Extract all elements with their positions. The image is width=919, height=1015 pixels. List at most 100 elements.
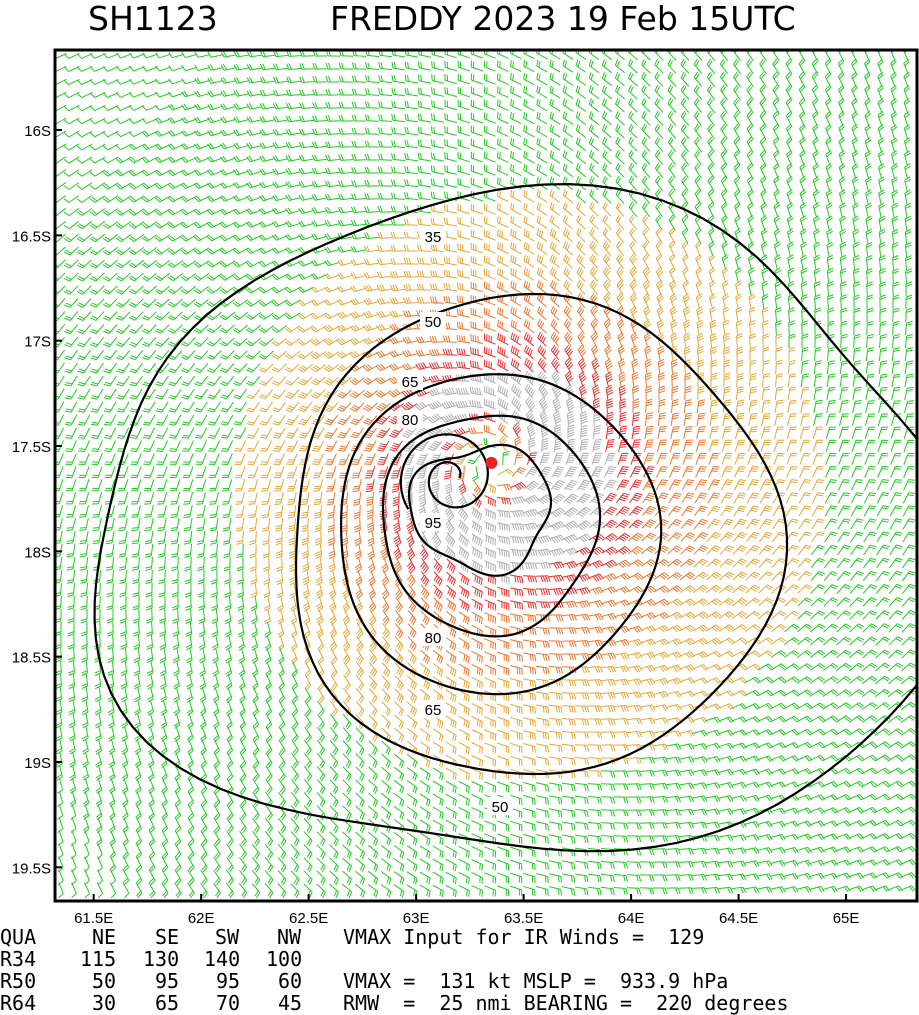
wind-barb [141, 285, 157, 295]
wind-barb [355, 857, 366, 872]
wind-barb [104, 440, 116, 452]
wind-barb [130, 440, 142, 452]
wind-barb [692, 821, 708, 829]
wind-barb [719, 558, 735, 568]
wind-barb [141, 169, 158, 177]
wind-barb [128, 234, 145, 242]
wind-barb [510, 189, 522, 203]
wind-barb [289, 556, 297, 572]
wind-barb [220, 388, 234, 400]
wind-barb [299, 76, 315, 83]
wind-barb [671, 372, 678, 388]
wind-barb [575, 860, 589, 870]
wind-barb [316, 831, 326, 847]
wind-barb [848, 885, 864, 893]
wind-barb [497, 716, 510, 728]
wind-barb [159, 661, 167, 677]
wind-barb [760, 466, 772, 478]
wind-barb [351, 114, 367, 122]
wind-barb [903, 111, 911, 127]
wind-barb [604, 331, 612, 348]
wind-barb [394, 662, 404, 678]
wind-barb [350, 245, 366, 253]
wind-barb [368, 753, 378, 769]
wind-barb [800, 241, 807, 258]
wind-barb [211, 608, 219, 625]
wind-barb [237, 596, 245, 612]
wind-barb [128, 298, 144, 308]
wind-barb [744, 676, 761, 684]
wind-barb [55, 259, 66, 269]
wind-barb [317, 648, 325, 665]
wind-barb [483, 346, 496, 358]
wind-barb [678, 821, 695, 829]
wind-barb [484, 781, 497, 793]
wind-barb [416, 453, 428, 465]
wind-barb [63, 272, 79, 282]
wind-barb [325, 62, 340, 70]
wind-barb [213, 869, 221, 886]
wind-barb [55, 323, 66, 335]
wind-barb [615, 136, 625, 152]
wind-barb [95, 778, 103, 794]
wind-barb [142, 337, 157, 347]
wind-barb [653, 585, 670, 593]
wind-barb [258, 350, 274, 360]
wind-barb [809, 663, 826, 671]
wind-barb [94, 700, 102, 716]
wind-barb [639, 691, 656, 699]
wind-barb [800, 373, 809, 388]
wind-barb [316, 752, 326, 769]
wind-barb [669, 279, 677, 296]
wind-barb [760, 426, 771, 439]
wind-barb [785, 492, 799, 504]
wind-barb [772, 84, 780, 101]
wind-barb [237, 569, 244, 585]
wind-barb [733, 110, 741, 127]
wind-barb [523, 613, 537, 623]
wind-barb [406, 767, 418, 781]
wind-barb [639, 874, 655, 882]
wind-barb [848, 793, 865, 801]
wind-barb [787, 373, 796, 388]
wind-barb [208, 466, 220, 479]
wind-barb [484, 690, 497, 702]
wind-barb [614, 691, 630, 699]
wind-barb [287, 479, 298, 492]
wind-barb [55, 726, 63, 742]
wind-barb [733, 505, 747, 517]
wind-barb [497, 468, 514, 476]
wind-barb [744, 781, 760, 789]
wind-barb [838, 124, 845, 140]
wind-barb [181, 414, 195, 426]
wind-barb [116, 52, 132, 59]
wind-barb [655, 227, 663, 244]
wind-barb [537, 370, 547, 387]
wind-barb [796, 741, 813, 749]
wind-barb [567, 424, 575, 439]
wind-barb [574, 744, 590, 752]
wind-barb [731, 689, 748, 697]
wind-barb [731, 768, 747, 776]
wind-barb [277, 622, 285, 638]
wind-barb [317, 687, 325, 704]
wind-barb [720, 479, 734, 491]
wind-barb [161, 817, 169, 834]
wind-barb [704, 860, 721, 868]
wind-barb [285, 115, 301, 123]
wind-barb [550, 493, 566, 505]
wind-barb [303, 870, 313, 886]
wind-barb [146, 648, 154, 664]
wind-barb [904, 176, 911, 193]
wind-barb [314, 517, 322, 533]
wind-barb [709, 426, 719, 439]
wind-barb [285, 194, 301, 201]
wind-barb [749, 346, 757, 362]
wind-barb [221, 453, 233, 465]
header-se: SE [155, 925, 180, 949]
wind-barb [430, 257, 445, 266]
wind-barb [207, 77, 223, 84]
wind-barb [670, 426, 680, 440]
wind-barb [536, 85, 548, 99]
wind-barb [63, 156, 80, 164]
